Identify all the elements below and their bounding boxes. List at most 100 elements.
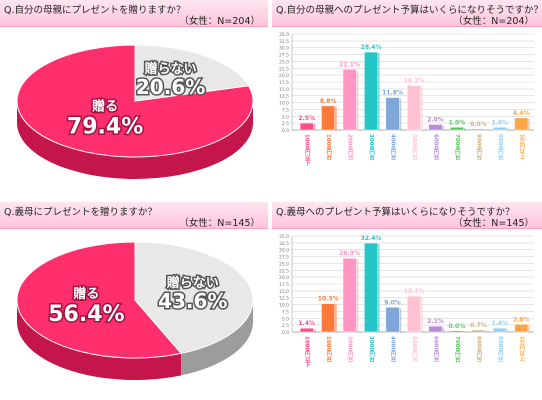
bar-side bbox=[399, 98, 402, 130]
bar bbox=[428, 124, 443, 131]
bar-value-label: 16.2% bbox=[404, 78, 425, 85]
pie-label-main: 贈る bbox=[92, 99, 118, 115]
x-category-label: 7000円台 bbox=[454, 134, 461, 162]
bar-side bbox=[420, 297, 423, 332]
pie-side-main bbox=[17, 101, 253, 179]
x-category-label: 6000円台 bbox=[433, 134, 440, 162]
y-tick-label: 30.0 bbox=[279, 46, 289, 52]
y-tick-label: 2.5 bbox=[282, 323, 289, 329]
bar-side bbox=[356, 70, 359, 130]
x-category-label: 8000円台 bbox=[475, 134, 482, 162]
y-tick-label: 35.0 bbox=[279, 32, 289, 38]
y-tick-label: 20.0 bbox=[279, 73, 289, 79]
bar bbox=[471, 128, 486, 131]
y-tick-label: 12.5 bbox=[279, 94, 289, 100]
bar-value-label: 2.1% bbox=[427, 318, 444, 325]
y-tick-label: 22.5 bbox=[279, 268, 289, 274]
panel-mother-budget: Q.自分の母親へのプレゼント予算はいくらになりそうですか？ （女性：N=204）… bbox=[272, 0, 542, 197]
sample-size-note: （女性：N=145） bbox=[179, 218, 260, 229]
question-title: Q.自分の母親へのプレゼント予算はいくらになりそうですか？ bbox=[276, 5, 542, 16]
bar-chart: 0.02.55.07.510.012.515.017.520.022.525.0… bbox=[279, 32, 534, 167]
bar-side bbox=[334, 304, 337, 332]
bar bbox=[364, 51, 378, 131]
question-title: Q.義母にプレゼントを贈りますか？ bbox=[4, 207, 157, 218]
bar-value-label: 32.4% bbox=[361, 235, 382, 242]
panel-mother-in-law-budget: Q.義母へのプレゼント予算はいくらになりそうですか？ （女性：N=145） 0.… bbox=[272, 202, 542, 400]
bar bbox=[492, 327, 507, 333]
x-category-label: 5000円台 bbox=[411, 336, 418, 364]
x-category-label: 4000円台 bbox=[390, 134, 397, 162]
x-category-label: 9000円台 bbox=[497, 336, 504, 364]
y-tick-label: 32.5 bbox=[279, 39, 289, 45]
x-category-label: 1000円台 bbox=[325, 336, 332, 364]
bar-side bbox=[527, 325, 530, 332]
pie-pct-other: 43.6% bbox=[158, 289, 227, 313]
bar-value-label: 1.4% bbox=[298, 320, 315, 327]
y-tick-label: 27.5 bbox=[279, 53, 289, 59]
y-tick-label: 17.5 bbox=[279, 80, 289, 86]
y-tick-label: 27.5 bbox=[279, 255, 289, 261]
pie-pct-main: 79.4% bbox=[67, 115, 143, 140]
y-tick-label: 5.0 bbox=[282, 114, 289, 120]
bar-value-label: 8.8% bbox=[320, 98, 337, 105]
y-tick-label: 35.0 bbox=[279, 234, 289, 240]
x-category-label: 1000円以下 bbox=[304, 134, 311, 167]
bar-value-label: 0.0% bbox=[449, 323, 466, 330]
bar-value-label: 0.0% bbox=[470, 121, 487, 128]
panel-mother-gift: Q.自分の母親にプレゼントを贈りますか？ （女性：N=204） 贈らない 20.6… bbox=[0, 0, 268, 197]
bar bbox=[299, 327, 314, 333]
y-tick-label: 12.5 bbox=[279, 296, 289, 302]
bar bbox=[407, 85, 421, 131]
panel-header: Q.自分の母親へのプレゼント予算はいくらになりそうですか？ （女性：N=204） bbox=[272, 0, 542, 27]
sample-size-note: （女性：N=145） bbox=[453, 218, 534, 229]
x-category-label: 9000円台 bbox=[497, 134, 504, 162]
bar-value-label: 22.1% bbox=[339, 61, 360, 68]
bar-value-label: 2.8% bbox=[513, 316, 530, 323]
bar-side bbox=[442, 327, 445, 332]
bar-value-label: 1.0% bbox=[449, 119, 466, 126]
pie-slice-other bbox=[134, 44, 250, 102]
bar bbox=[385, 97, 400, 131]
bar bbox=[450, 330, 464, 333]
pie-label-main: 贈る bbox=[73, 286, 99, 302]
y-tick-label: 15.0 bbox=[279, 87, 289, 93]
pie-label-other: 贈らない bbox=[167, 275, 219, 291]
bar-side bbox=[527, 118, 530, 130]
y-tick-label: 7.5 bbox=[282, 107, 289, 113]
panel-header: Q.自分の母親にプレゼントを贈りますか？ （女性：N=204） bbox=[0, 0, 268, 27]
bar-side bbox=[377, 53, 380, 130]
x-category-label: 4000円台 bbox=[390, 336, 397, 364]
sample-size-note: （女性：N=204） bbox=[453, 16, 534, 27]
bar-side bbox=[506, 128, 509, 130]
y-tick-label: 7.5 bbox=[282, 309, 289, 315]
bar-value-label: 9.0% bbox=[384, 299, 401, 306]
bar-side bbox=[313, 124, 316, 130]
x-category-label: 1万円以上 bbox=[518, 336, 526, 363]
y-tick-label: 17.5 bbox=[279, 282, 289, 288]
y-tick-label: 22.5 bbox=[279, 66, 289, 72]
panel-header: Q.義母にプレゼントを贈りますか？ （女性：N=145） bbox=[0, 202, 268, 229]
pie-pct-other: 20.6% bbox=[136, 75, 205, 99]
x-category-label: 1000円以下 bbox=[304, 336, 311, 369]
x-category-label: 7000円台 bbox=[454, 336, 461, 364]
y-tick-label: 25.0 bbox=[279, 59, 289, 65]
x-category-label: 5000円台 bbox=[411, 134, 418, 162]
panel-header: Q.義母へのプレゼント予算はいくらになりそうですか？ （女性：N=145） bbox=[272, 202, 542, 229]
bar-value-label: 0.7% bbox=[470, 322, 487, 329]
bar-value-label: 2.5% bbox=[298, 115, 315, 122]
bar-side bbox=[356, 259, 359, 332]
y-tick-label: 25.0 bbox=[279, 261, 289, 267]
bar-side bbox=[485, 331, 487, 332]
panel-mother-in-law-gift: Q.義母にプレゼントを贈りますか？ （女性：N=145） 贈らない 43.6% 贈る… bbox=[0, 202, 268, 400]
bar-value-label: 10.3% bbox=[318, 296, 339, 303]
bar-side bbox=[399, 308, 402, 332]
bar-value-label: 28.4% bbox=[361, 44, 382, 51]
bar bbox=[321, 105, 336, 131]
bar bbox=[428, 325, 443, 333]
pie-side-other bbox=[181, 300, 253, 376]
bar-value-label: 1.0% bbox=[491, 119, 508, 126]
bar-value-label: 4.4% bbox=[513, 110, 530, 117]
bar-value-label: 26.9% bbox=[339, 250, 360, 257]
